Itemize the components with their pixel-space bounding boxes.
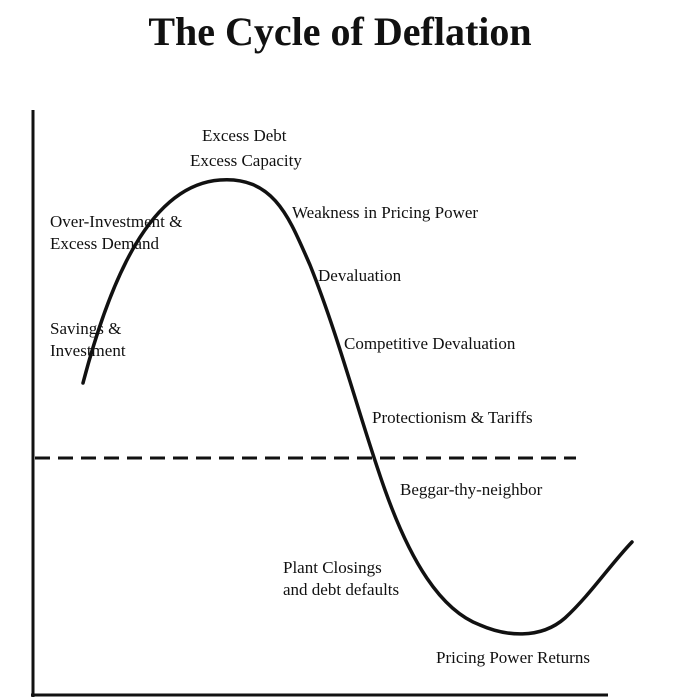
label-excess-capacity: Excess Capacity: [190, 151, 302, 170]
label-competitive-devaluation: Competitive Devaluation: [344, 334, 516, 353]
label-devaluation: Devaluation: [318, 266, 402, 285]
label-protectionism: Protectionism & Tariffs: [372, 408, 533, 427]
cycle-curve: [81, 178, 634, 636]
label-investment: Investment: [50, 341, 126, 360]
label-debt-defaults: and debt defaults: [283, 580, 400, 599]
label-excess-demand: Excess Demand: [50, 234, 160, 253]
label-beggar-thy-neighbor: Beggar-thy-neighbor: [400, 480, 543, 499]
label-pricing-power-returns: Pricing Power Returns: [436, 648, 590, 667]
diagram-title: The Cycle of Deflation: [148, 9, 532, 54]
label-savings: Savings &: [50, 319, 122, 338]
label-excess-debt: Excess Debt: [202, 126, 287, 145]
label-weakness-pricing: Weakness in Pricing Power: [292, 203, 479, 222]
label-over-investment: Over-Investment &: [50, 212, 183, 231]
label-plant-closings: Plant Closings: [283, 558, 382, 577]
